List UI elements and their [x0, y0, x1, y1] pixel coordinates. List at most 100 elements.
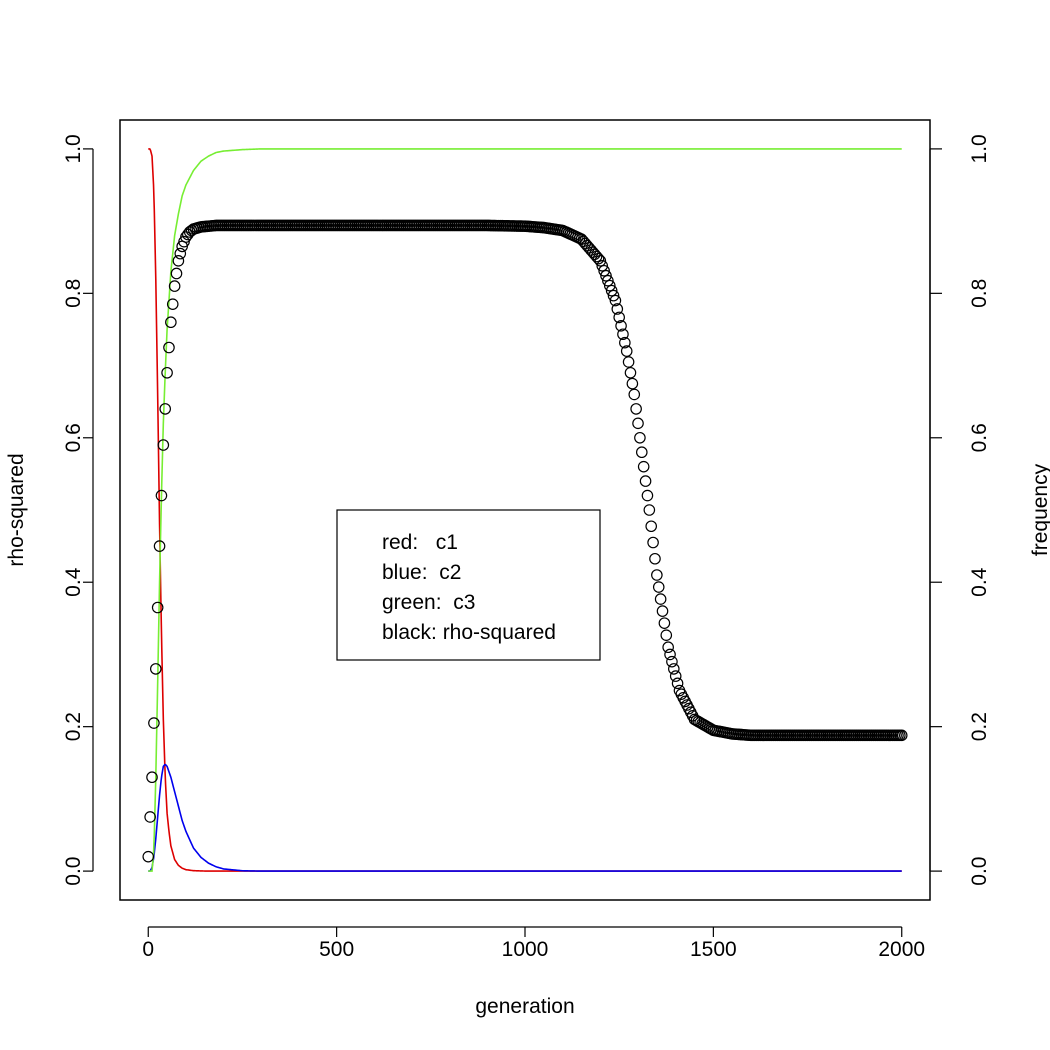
data-point — [596, 259, 609, 272]
y-left-tick-label: 1.0 — [62, 134, 85, 163]
data-point — [142, 850, 155, 863]
y-left-tick-label: 0.6 — [62, 423, 85, 452]
data-point — [645, 520, 658, 533]
data-point — [157, 439, 170, 451]
legend-entry-rho-squared: black: rho-squared — [382, 621, 556, 644]
legend-entry-c2: blue: c2 — [382, 561, 461, 584]
data-point — [615, 320, 627, 332]
y-left-tick-label: 0.2 — [62, 712, 85, 741]
series-line-1 — [148, 763, 902, 872]
data-point — [146, 771, 158, 784]
x-axis-label: generation — [475, 995, 574, 1018]
data-point — [658, 617, 671, 629]
y-right-tick-label: 0.8 — [968, 279, 991, 308]
data-point — [168, 280, 181, 292]
legend-entry-c1: red: c1 — [382, 531, 458, 554]
y-axis-left: 0.0 0.2 0.4 0.6 0.8 1.0 — [62, 134, 94, 886]
data-point — [662, 641, 674, 654]
y-right-tick-label: 0.0 — [968, 857, 991, 886]
x-axis: 0 500 1000 1500 2000 — [142, 926, 925, 961]
data-point — [619, 336, 631, 349]
data-point — [161, 366, 173, 379]
data-point — [159, 403, 172, 415]
series-3 — [142, 219, 908, 863]
data-point — [590, 250, 603, 263]
data-point — [170, 267, 183, 280]
data-point — [634, 431, 646, 444]
legend: red: c1 blue: c2 green: c3 black: rho-sq… — [336, 509, 601, 661]
data-point — [626, 377, 639, 390]
y-right-tick-label: 0.4 — [968, 567, 991, 597]
data-point — [172, 255, 185, 267]
data-point — [643, 504, 656, 516]
data-point — [155, 489, 168, 502]
data-point — [183, 226, 196, 238]
data-point — [656, 605, 669, 617]
data-point — [166, 298, 179, 310]
data-point — [592, 252, 605, 265]
y-axis-left-label: rho-squared — [5, 453, 28, 566]
y-right-tick-label: 0.2 — [968, 712, 991, 741]
data-point — [671, 677, 684, 690]
y-axis-right: 0.0 0.2 0.4 0.6 0.8 1.0 — [929, 134, 991, 886]
data-point — [587, 246, 599, 258]
data-point — [609, 294, 622, 307]
x-tick-label: 0 — [142, 938, 154, 961]
legend-entry-c3: green: c3 — [382, 591, 475, 614]
data-point — [630, 403, 642, 415]
data-point — [668, 663, 680, 675]
data-point — [151, 601, 164, 614]
data-point — [144, 811, 156, 823]
y-left-tick-label: 0.4 — [62, 567, 85, 597]
y-right-tick-label: 1.0 — [968, 134, 991, 163]
series-line-2 — [148, 148, 902, 872]
x-tick-label: 1000 — [502, 938, 549, 961]
data-point — [895, 729, 908, 742]
data-point — [666, 655, 678, 668]
data-point — [613, 311, 625, 324]
data-point — [632, 417, 644, 430]
data-point — [647, 536, 659, 549]
data-point — [602, 274, 614, 287]
data-point — [149, 663, 162, 675]
data-point — [652, 581, 665, 593]
data-point — [598, 264, 610, 277]
x-tick-label: 2000 — [878, 938, 925, 961]
data-point — [664, 648, 676, 661]
data-point — [611, 303, 624, 315]
x-tick-label: 1500 — [690, 938, 737, 961]
data-point — [635, 446, 648, 459]
data-point — [639, 475, 652, 487]
data-point — [163, 341, 175, 354]
data-point — [641, 489, 654, 502]
data-point — [165, 316, 177, 329]
data-point — [669, 670, 682, 682]
data-point — [594, 255, 607, 267]
y-left-tick-label: 0.8 — [62, 279, 85, 308]
data-point — [153, 540, 166, 552]
data-point — [624, 366, 637, 379]
data-point — [600, 269, 612, 282]
data-point — [651, 569, 663, 581]
data-point — [620, 345, 633, 357]
data-point — [622, 356, 635, 368]
data-point — [607, 289, 620, 302]
data-point — [603, 279, 616, 292]
data-point — [637, 460, 650, 473]
data-point — [617, 328, 629, 341]
data-point — [654, 593, 667, 605]
legend-box — [336, 509, 601, 661]
series-1 — [148, 763, 902, 872]
y-left-tick-label: 0.0 — [62, 857, 85, 886]
data-point — [649, 552, 661, 565]
y-right-tick-label: 0.6 — [968, 423, 991, 452]
y-axis-right-label: frequency — [1029, 463, 1050, 556]
series-2 — [148, 148, 902, 872]
data-point — [605, 284, 618, 297]
series-layer — [142, 148, 908, 872]
data-point — [628, 388, 641, 401]
x-tick-label: 500 — [319, 938, 354, 961]
data-point — [174, 247, 187, 260]
data-point — [148, 717, 160, 729]
